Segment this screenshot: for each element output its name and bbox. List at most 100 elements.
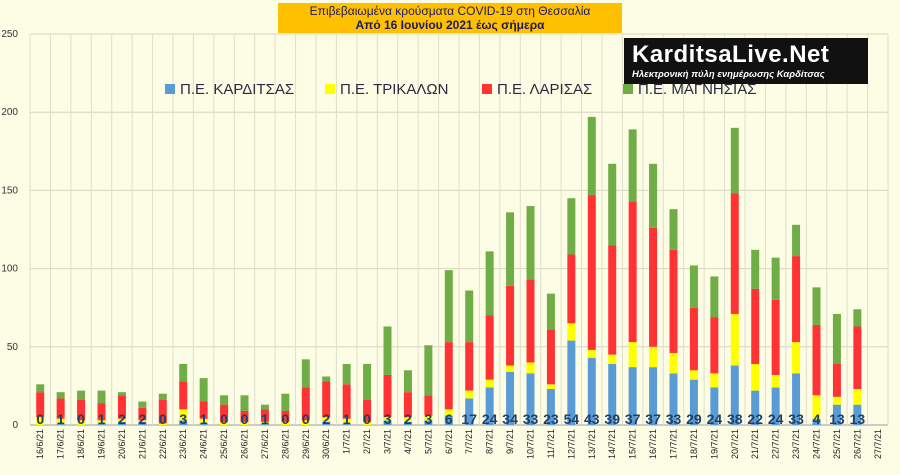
bar-segment-series-3 bbox=[77, 390, 86, 400]
chart-title-box: Επιβεβαιωμένα κρούσματα COVID-19 στη Θεσ… bbox=[278, 3, 622, 33]
bar-segment-series-1 bbox=[649, 346, 658, 368]
bar-segment-series-2 bbox=[260, 409, 269, 422]
bar-segment-series-2 bbox=[383, 374, 392, 418]
bar-segment-series-2 bbox=[424, 395, 433, 416]
data-label: 29 bbox=[686, 411, 702, 427]
bar-segment-series-1 bbox=[771, 374, 780, 388]
legend-label: Π.Ε. ΚΑΡΔΙΤΣΑΣ bbox=[180, 81, 294, 98]
bar-segment-series-2 bbox=[832, 364, 841, 397]
data-label: 4 bbox=[813, 411, 821, 427]
bar-segment-series-1 bbox=[526, 362, 535, 374]
x-tick-label: 24/6/21 bbox=[199, 429, 209, 459]
x-tick-label: 30/6/21 bbox=[321, 429, 331, 459]
bar-segment-series-1 bbox=[424, 415, 433, 421]
bar-segment-series-3 bbox=[689, 265, 698, 308]
bar-segment-series-1 bbox=[751, 364, 760, 391]
bar-segment-series-0 bbox=[526, 373, 535, 425]
bar-segment-series-3 bbox=[506, 212, 515, 286]
x-tick-label: 7/7/21 bbox=[464, 429, 474, 454]
data-label: 0 bbox=[302, 411, 310, 427]
bar-segment-series-2 bbox=[506, 285, 515, 366]
x-tick-label: 28/6/21 bbox=[280, 429, 290, 459]
bar-segment-series-2 bbox=[179, 381, 188, 410]
bar-segment-series-1 bbox=[383, 417, 392, 421]
bar-segment-series-0 bbox=[669, 373, 678, 425]
bar-segment-series-3 bbox=[546, 293, 555, 330]
data-label: 54 bbox=[564, 411, 580, 427]
y-tick-label: 0 bbox=[12, 420, 18, 431]
bar-segment-series-0 bbox=[260, 423, 269, 425]
logo-tagline: Ηλεκτρονική πύλη ενημέρωσης Καρδίτσας bbox=[632, 69, 825, 80]
bar-segment-series-1 bbox=[546, 384, 555, 390]
chart-subtitle: Από 16 Ιουνίου 2021 έως σήμερα bbox=[355, 18, 545, 32]
bar-segment-series-3 bbox=[260, 404, 269, 410]
data-label: 24 bbox=[768, 411, 784, 427]
x-tick-label: 23/7/21 bbox=[791, 429, 801, 459]
x-tick-label: 5/7/21 bbox=[423, 429, 433, 454]
bars bbox=[36, 116, 862, 425]
x-tick-label: 14/7/21 bbox=[607, 429, 617, 459]
bar-segment-series-0 bbox=[710, 387, 719, 425]
y-tick-label: 250 bbox=[1, 29, 18, 40]
bar-segment-series-0 bbox=[117, 421, 126, 425]
bar-segment-series-2 bbox=[771, 299, 780, 375]
data-label: 33 bbox=[788, 411, 804, 427]
bar-segment-series-2 bbox=[36, 392, 45, 418]
x-tick-label: 20/6/21 bbox=[117, 429, 127, 459]
data-label: 13 bbox=[829, 411, 845, 427]
bar-segment-series-3 bbox=[628, 129, 637, 202]
bar-segment-series-2 bbox=[77, 399, 86, 421]
bar-segment-series-1 bbox=[506, 365, 515, 372]
legend-label: Π.Ε. ΤΡΙΚΑΛΩΝ bbox=[340, 81, 448, 98]
data-label: 37 bbox=[645, 411, 661, 427]
bar-segment-series-0 bbox=[832, 404, 841, 425]
bar-segment-series-1 bbox=[281, 421, 290, 425]
bar-segment-series-2 bbox=[97, 403, 106, 421]
bar-segment-series-0 bbox=[812, 418, 821, 425]
x-tick-label: 27/7/21 bbox=[873, 429, 883, 459]
bar-segment-series-3 bbox=[792, 224, 801, 257]
bar-segment-series-1 bbox=[97, 420, 106, 424]
y-tick-label: 50 bbox=[7, 342, 19, 353]
x-tick-label: 4/7/21 bbox=[403, 429, 413, 454]
bar-segment-series-0 bbox=[97, 423, 106, 425]
bar-segment-series-3 bbox=[179, 364, 188, 382]
data-label: 0 bbox=[241, 411, 249, 427]
bar-segment-series-0 bbox=[506, 371, 515, 425]
bar-segment-series-0 bbox=[771, 387, 780, 425]
bar-segment-series-3 bbox=[220, 395, 229, 405]
bar-segment-series-0 bbox=[179, 420, 188, 425]
data-label: 1 bbox=[98, 411, 106, 427]
bar-segment-series-3 bbox=[587, 116, 596, 196]
x-tick-label: 27/6/21 bbox=[260, 429, 270, 459]
bar-segment-series-2 bbox=[587, 195, 596, 350]
data-label: 38 bbox=[727, 411, 743, 427]
bar-segment-series-2 bbox=[444, 342, 453, 410]
x-tick-label: 11/7/21 bbox=[546, 429, 556, 458]
bar-segment-series-1 bbox=[322, 417, 331, 422]
bar-segment-series-0 bbox=[730, 365, 739, 425]
bar-segment-series-3 bbox=[342, 364, 351, 385]
bar-segment-series-2 bbox=[567, 254, 576, 324]
bar-segment-series-2 bbox=[403, 392, 412, 418]
bar-segment-series-0 bbox=[608, 364, 617, 425]
bar-segment-series-3 bbox=[36, 384, 45, 393]
bar-segment-series-3 bbox=[485, 251, 494, 316]
bar-segment-series-1 bbox=[832, 396, 841, 405]
bar-segment-series-3 bbox=[97, 390, 106, 404]
x-tick-label: 21/6/21 bbox=[137, 429, 147, 459]
data-label: 0 bbox=[281, 411, 289, 427]
data-label: 0 bbox=[36, 411, 44, 427]
bar-segment-series-0 bbox=[444, 415, 453, 425]
bar-segment-series-0 bbox=[342, 423, 351, 425]
bar-segment-series-2 bbox=[56, 398, 65, 419]
bar-segment-series-0 bbox=[628, 367, 637, 425]
bar-segment-series-2 bbox=[751, 288, 760, 365]
bar-segment-series-0 bbox=[322, 421, 331, 425]
bar-segment-series-2 bbox=[281, 410, 290, 422]
bar-segment-series-3 bbox=[751, 249, 760, 289]
bar-segment-series-2 bbox=[301, 387, 310, 421]
bar-segment-series-2 bbox=[158, 399, 167, 424]
bar-segment-series-2 bbox=[199, 401, 208, 419]
